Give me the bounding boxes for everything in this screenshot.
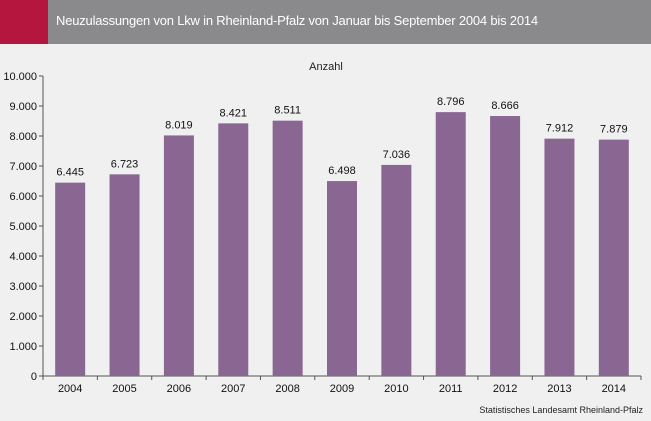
data-label: 6.498: [328, 165, 356, 177]
x-tick-label: 2006: [167, 383, 191, 395]
bar: [218, 123, 249, 377]
data-label: 8.511: [274, 105, 301, 117]
header-accent-block: [0, 0, 48, 44]
data-label: 6.445: [56, 167, 84, 179]
y-tick-label: 10.000: [3, 71, 37, 83]
chart-title: Neuzulassungen von Lkw in Rheinland-Pfal…: [56, 13, 538, 28]
x-tick-label: 2011: [439, 383, 463, 395]
data-label: 7.036: [383, 149, 411, 161]
x-tick-label: 2010: [384, 383, 408, 395]
chart-subtitle: Anzahl: [309, 61, 343, 73]
bar-chart: Anzahl 0 1.000 2.000 3.000 4.000 5.000 6.000 7.0…: [3, 61, 642, 395]
data-label: 6.723: [111, 158, 139, 170]
bar: [598, 139, 629, 376]
y-tick-label: 7.000: [9, 161, 37, 173]
y-tick-label: 0: [31, 371, 37, 383]
y-tick-label: 3.000: [9, 281, 37, 293]
data-label: 8.796: [437, 96, 465, 108]
chart-area: Anzahl 0 1.000 2.000 3.000 4.000 5.000 6.000 7.0…: [0, 44, 651, 421]
x-tick-label: 2005: [112, 383, 136, 395]
bar: [435, 112, 466, 377]
bar: [55, 182, 86, 376]
data-label: 8.019: [165, 119, 193, 131]
bar: [109, 174, 140, 376]
header-bar: Neuzulassungen von Lkw in Rheinland-Pfal…: [0, 0, 651, 44]
x-tick-label: 2007: [221, 383, 245, 395]
data-label: 7.912: [546, 123, 574, 135]
y-tick-label: 5.000: [9, 221, 37, 233]
y-tick-label: 1.000: [9, 341, 37, 353]
y-tick-label: 2.000: [9, 311, 37, 323]
bar: [272, 120, 303, 376]
data-label: 7.879: [600, 124, 628, 136]
data-label: 8.421: [220, 107, 248, 119]
data-label: 8.666: [491, 100, 519, 112]
x-tick-label: 2014: [602, 383, 626, 395]
x-tick-label: 2013: [547, 383, 571, 395]
y-tick-label: 4.000: [9, 251, 37, 263]
bar: [327, 181, 357, 376]
y-tick-label: 9.000: [9, 101, 37, 113]
source-note: Statistisches Landesamt Rheinland-Pfalz: [479, 405, 643, 415]
y-tick-label: 8.000: [9, 131, 37, 143]
y-tick-label: 6.000: [9, 191, 37, 203]
x-tick-label: 2009: [330, 383, 354, 395]
bar: [490, 116, 521, 377]
bar: [163, 135, 194, 376]
bar: [544, 138, 575, 376]
x-tick-label: 2008: [275, 383, 299, 395]
x-tick-label: 2012: [493, 383, 517, 395]
x-tick-label: 2004: [58, 383, 82, 395]
bar: [381, 164, 412, 376]
